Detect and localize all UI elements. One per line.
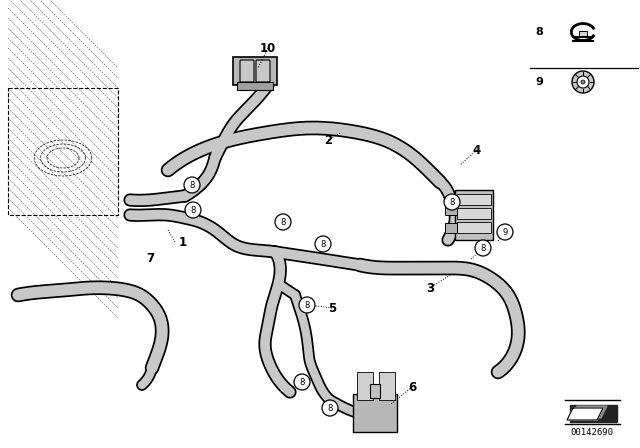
FancyBboxPatch shape xyxy=(445,205,457,215)
FancyBboxPatch shape xyxy=(579,31,587,36)
Circle shape xyxy=(185,202,201,218)
Text: 8: 8 xyxy=(304,301,310,310)
Circle shape xyxy=(184,177,200,193)
Text: 1: 1 xyxy=(179,236,187,249)
FancyBboxPatch shape xyxy=(233,57,277,85)
Text: 8: 8 xyxy=(535,27,543,37)
Text: 7: 7 xyxy=(146,251,154,264)
Circle shape xyxy=(322,400,338,416)
Text: 3: 3 xyxy=(426,281,434,294)
FancyBboxPatch shape xyxy=(357,372,373,400)
Circle shape xyxy=(572,71,594,93)
Circle shape xyxy=(294,374,310,390)
FancyBboxPatch shape xyxy=(379,372,395,400)
Text: 8: 8 xyxy=(327,404,333,413)
Text: 8: 8 xyxy=(449,198,454,207)
FancyBboxPatch shape xyxy=(370,384,380,398)
FancyBboxPatch shape xyxy=(445,223,457,233)
Polygon shape xyxy=(567,408,603,420)
FancyBboxPatch shape xyxy=(455,190,493,240)
FancyBboxPatch shape xyxy=(240,60,254,82)
Text: 4: 4 xyxy=(473,143,481,156)
Circle shape xyxy=(275,214,291,230)
Text: 6: 6 xyxy=(408,380,416,393)
Circle shape xyxy=(475,240,491,256)
Text: 8: 8 xyxy=(280,217,285,227)
FancyBboxPatch shape xyxy=(237,82,273,90)
Text: 00142690: 00142690 xyxy=(570,427,614,436)
Polygon shape xyxy=(570,405,617,422)
FancyBboxPatch shape xyxy=(256,60,270,82)
Text: 9: 9 xyxy=(502,228,508,237)
Circle shape xyxy=(497,224,513,240)
FancyBboxPatch shape xyxy=(457,194,491,205)
Circle shape xyxy=(299,297,315,313)
Circle shape xyxy=(577,76,589,88)
Polygon shape xyxy=(571,406,607,418)
Text: 10: 10 xyxy=(260,42,276,55)
Text: 8: 8 xyxy=(189,181,195,190)
Text: 8: 8 xyxy=(480,244,486,253)
Circle shape xyxy=(581,80,585,84)
Text: 8: 8 xyxy=(300,378,305,387)
FancyBboxPatch shape xyxy=(457,222,491,233)
Circle shape xyxy=(444,194,460,210)
Circle shape xyxy=(315,236,331,252)
Text: 5: 5 xyxy=(328,302,336,314)
Text: 9: 9 xyxy=(535,77,543,87)
Text: 8: 8 xyxy=(320,240,326,249)
Text: 2: 2 xyxy=(324,134,332,146)
Text: 8: 8 xyxy=(190,206,196,215)
FancyBboxPatch shape xyxy=(353,394,397,432)
FancyBboxPatch shape xyxy=(457,208,491,219)
